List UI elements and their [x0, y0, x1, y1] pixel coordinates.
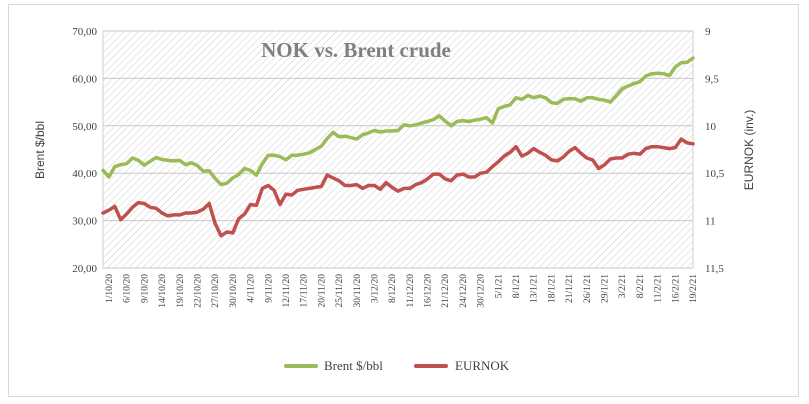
x-tick-label: 20/11/20	[317, 274, 327, 308]
y-tick-label: 40,00	[72, 168, 97, 180]
y-tick-label: 30,00	[72, 216, 97, 228]
plot-area	[102, 30, 694, 269]
series-line-brent	[101, 56, 695, 187]
x-tick-label: 18/1/21	[547, 274, 557, 303]
x-tick-label: 3/2/21	[618, 274, 628, 299]
x-tick-label: 17/11/20	[300, 274, 310, 308]
x-tick-label: 27/10/20	[211, 274, 221, 308]
y2-tick-label: 9,5	[705, 73, 719, 85]
x-tick-label: 19/2/21	[689, 274, 699, 303]
y-tick-label: 70,00	[72, 26, 97, 38]
x-tick-label: 8/12/20	[388, 274, 398, 303]
x-tick-label: 16/12/20	[424, 274, 434, 308]
x-tick-label: 11/12/20	[406, 274, 416, 308]
x-tick-label: 26/1/21	[583, 274, 593, 303]
series-line-eurnok	[101, 137, 695, 238]
x-tick-label: 16/2/21	[671, 274, 681, 303]
x-tick-label: 5/1/21	[494, 274, 504, 299]
y2-tick-label: 11,5	[705, 263, 724, 275]
left-axis-title: Brent $/bbl	[33, 121, 47, 179]
x-tick-label: 13/1/21	[530, 274, 540, 303]
x-tick-label: 1/10/20	[105, 274, 115, 303]
y2-tick-label: 10,5	[705, 168, 725, 180]
x-tick-label: 25/11/20	[335, 274, 345, 308]
x-tick-label: 24/12/20	[459, 274, 469, 308]
y-tick-label: 60,00	[72, 73, 97, 85]
legend-label-brent: Brent $/bbl	[324, 358, 383, 373]
x-tick-label: 30/12/20	[477, 274, 487, 308]
legend-label-eurnok: EURNOK	[455, 358, 510, 373]
y2-tick-label: 11	[705, 216, 716, 228]
left-axis-ticks: 20,00 30,00 40,00 50,00 60,00 70,00	[72, 26, 97, 275]
x-tick-label: 12/11/20	[282, 274, 292, 308]
right-axis-title: EURNOK (inv.)	[742, 110, 756, 190]
y2-tick-label: 9	[705, 26, 711, 38]
x-tick-label: 30/11/20	[353, 274, 363, 308]
x-tick-label: 6/10/20	[123, 274, 133, 303]
right-axis-ticks: 9 9,5 10 10,5 11 11,5	[705, 26, 725, 275]
x-tick-label: 14/10/20	[158, 274, 168, 308]
x-tick-label: 30/10/20	[229, 274, 239, 308]
x-tick-label: 9/10/20	[140, 274, 150, 303]
x-tick-label: 29/1/21	[601, 274, 611, 303]
x-tick-label: 21/12/20	[441, 274, 451, 308]
x-tick-label: 9/11/20	[264, 274, 274, 303]
x-axis-ticks: 1/10/20 6/10/20 9/10/20 14/10/20 19/10/20 22/…	[105, 274, 699, 308]
x-tick-label: 22/10/20	[193, 274, 203, 308]
x-tick-label: 8/2/21	[636, 274, 646, 299]
x-tick-label: 8/1/21	[512, 274, 522, 299]
x-tick-label: 11/2/21	[654, 274, 664, 303]
x-tick-label: 3/12/20	[370, 274, 380, 303]
gridlines	[103, 30, 693, 269]
x-tick-label: 4/11/20	[247, 274, 257, 303]
x-tick-label: 21/1/21	[565, 274, 575, 303]
series-lines	[101, 56, 695, 238]
legend: Brent $/bbl EURNOK	[284, 358, 510, 373]
y-tick-label: 50,00	[72, 121, 97, 133]
chart-title: NOK vs. Brent crude	[261, 38, 451, 62]
y2-tick-label: 10	[705, 121, 717, 133]
x-tick-label: 19/10/20	[176, 274, 186, 308]
y-tick-label: 20,00	[72, 263, 97, 275]
